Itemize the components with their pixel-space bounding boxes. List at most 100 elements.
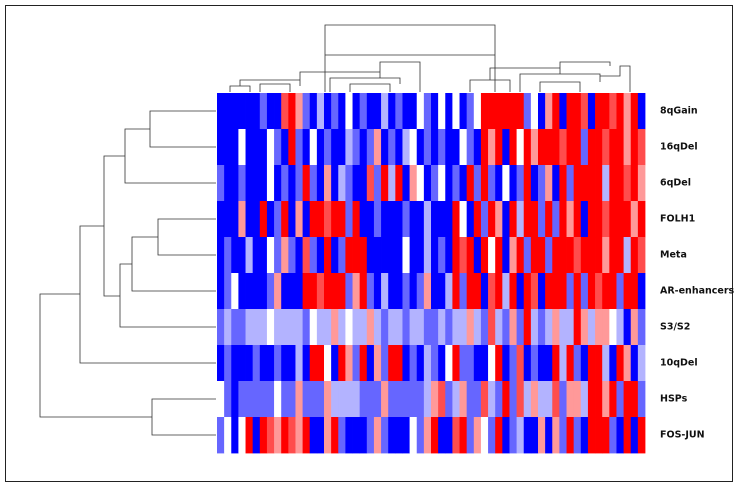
heatmap-cell bbox=[324, 309, 332, 346]
heatmap-cell bbox=[324, 381, 332, 418]
heatmap-cell bbox=[637, 237, 646, 274]
heatmap-cell bbox=[274, 165, 282, 202]
heatmap-cell bbox=[480, 273, 489, 310]
heatmap-cell bbox=[623, 237, 632, 274]
heatmap-cell bbox=[623, 417, 632, 454]
heatmap-cell bbox=[445, 309, 453, 346]
heatmap-cell bbox=[595, 309, 603, 346]
heatmap-cell bbox=[452, 417, 460, 454]
heatmap-cell bbox=[274, 309, 282, 346]
heatmap-cell bbox=[338, 417, 346, 454]
heatmap-cell bbox=[302, 273, 311, 310]
heatmap-cell bbox=[217, 237, 225, 274]
heatmap-cell bbox=[523, 417, 532, 454]
heatmap-cell bbox=[231, 345, 239, 382]
heatmap-cell bbox=[245, 93, 254, 130]
heatmap-cell bbox=[238, 381, 246, 418]
heatmap-cell bbox=[309, 345, 318, 382]
heatmap-cell bbox=[409, 345, 418, 382]
heatmap-cell bbox=[274, 417, 282, 454]
heatmap-cell bbox=[274, 345, 282, 382]
heatmap-cell bbox=[573, 129, 582, 166]
heatmap-cell bbox=[538, 381, 546, 418]
heatmap-cell bbox=[324, 273, 332, 310]
heatmap-cell bbox=[324, 345, 332, 382]
heatmap-cell bbox=[409, 165, 418, 202]
heatmap-cell bbox=[324, 237, 332, 274]
heatmap-cell bbox=[445, 93, 453, 130]
heatmap-cell bbox=[281, 201, 289, 238]
heatmap-cell bbox=[281, 417, 289, 454]
heatmap-cell bbox=[281, 273, 289, 310]
heatmap-cell bbox=[431, 201, 439, 238]
heatmap-cell bbox=[630, 165, 639, 202]
heatmap-cell bbox=[616, 93, 624, 130]
heatmap-cell bbox=[473, 417, 482, 454]
heatmap-cell bbox=[345, 129, 353, 166]
heatmap-cell bbox=[409, 93, 418, 130]
heatmap-cell bbox=[373, 417, 382, 454]
heatmap-cell bbox=[302, 381, 311, 418]
heatmap-cell bbox=[495, 381, 503, 418]
heatmap-cell bbox=[538, 165, 546, 202]
heatmap-cell bbox=[302, 129, 311, 166]
heatmap-cell bbox=[587, 237, 596, 274]
heatmap-cell bbox=[566, 345, 575, 382]
heatmap-cell bbox=[566, 417, 575, 454]
heatmap-cell bbox=[609, 165, 617, 202]
heatmap-cell bbox=[388, 273, 396, 310]
heatmap-cell bbox=[331, 309, 339, 346]
heatmap-cell bbox=[473, 273, 482, 310]
heatmap-cell bbox=[502, 165, 510, 202]
heatmap-cell bbox=[316, 417, 325, 454]
heatmap-cell bbox=[623, 165, 632, 202]
heatmap-cell bbox=[637, 93, 646, 130]
heatmap-cell bbox=[573, 165, 582, 202]
heatmap-cell bbox=[352, 345, 361, 382]
heatmap-cell bbox=[245, 237, 254, 274]
heatmap-cell bbox=[502, 309, 510, 346]
heatmap-cell bbox=[545, 309, 553, 346]
heatmap-cell bbox=[402, 129, 410, 166]
heatmap-cell bbox=[217, 345, 225, 382]
heatmap-cell bbox=[302, 93, 311, 130]
heatmap-cell bbox=[637, 345, 646, 382]
heatmap-cell bbox=[516, 201, 525, 238]
heatmap-cell bbox=[331, 201, 339, 238]
heatmap-cell bbox=[609, 129, 617, 166]
row-dendrogram bbox=[39, 110, 216, 436]
heatmap-cell bbox=[438, 345, 446, 382]
heatmap-cell bbox=[523, 237, 532, 274]
heatmap-cell bbox=[431, 345, 439, 382]
heatmap-cell bbox=[302, 417, 311, 454]
heatmap-cell bbox=[595, 201, 603, 238]
heatmap-cell bbox=[416, 417, 425, 454]
heatmap-cell bbox=[516, 381, 525, 418]
heatmap-cell bbox=[623, 129, 632, 166]
heatmap-cell bbox=[566, 93, 575, 130]
heatmap-cell bbox=[288, 237, 296, 274]
heatmap-cell bbox=[438, 201, 446, 238]
heatmap-cell bbox=[295, 93, 303, 130]
heatmap-cell bbox=[488, 93, 496, 130]
heatmap-cell bbox=[423, 417, 432, 454]
heatmap-cell bbox=[288, 93, 296, 130]
heatmap-cell bbox=[495, 309, 503, 346]
heatmap-cell bbox=[224, 381, 232, 418]
heatmap-cell bbox=[609, 201, 617, 238]
heatmap-cell bbox=[438, 417, 446, 454]
heatmap-cell bbox=[559, 417, 567, 454]
heatmap-cell bbox=[587, 345, 596, 382]
row-label: 16qDel bbox=[660, 142, 698, 153]
heatmap-cell bbox=[316, 309, 325, 346]
heatmap-cell bbox=[438, 309, 446, 346]
heatmap-cell bbox=[452, 345, 460, 382]
heatmap-cell bbox=[495, 417, 503, 454]
heatmap-cell bbox=[466, 93, 475, 130]
heatmap-cell bbox=[616, 165, 624, 202]
heatmap-cell bbox=[466, 381, 475, 418]
heatmap-cell bbox=[552, 273, 560, 310]
heatmap-cell bbox=[217, 309, 225, 346]
heatmap-cell bbox=[623, 381, 632, 418]
heatmap-cell bbox=[523, 165, 532, 202]
